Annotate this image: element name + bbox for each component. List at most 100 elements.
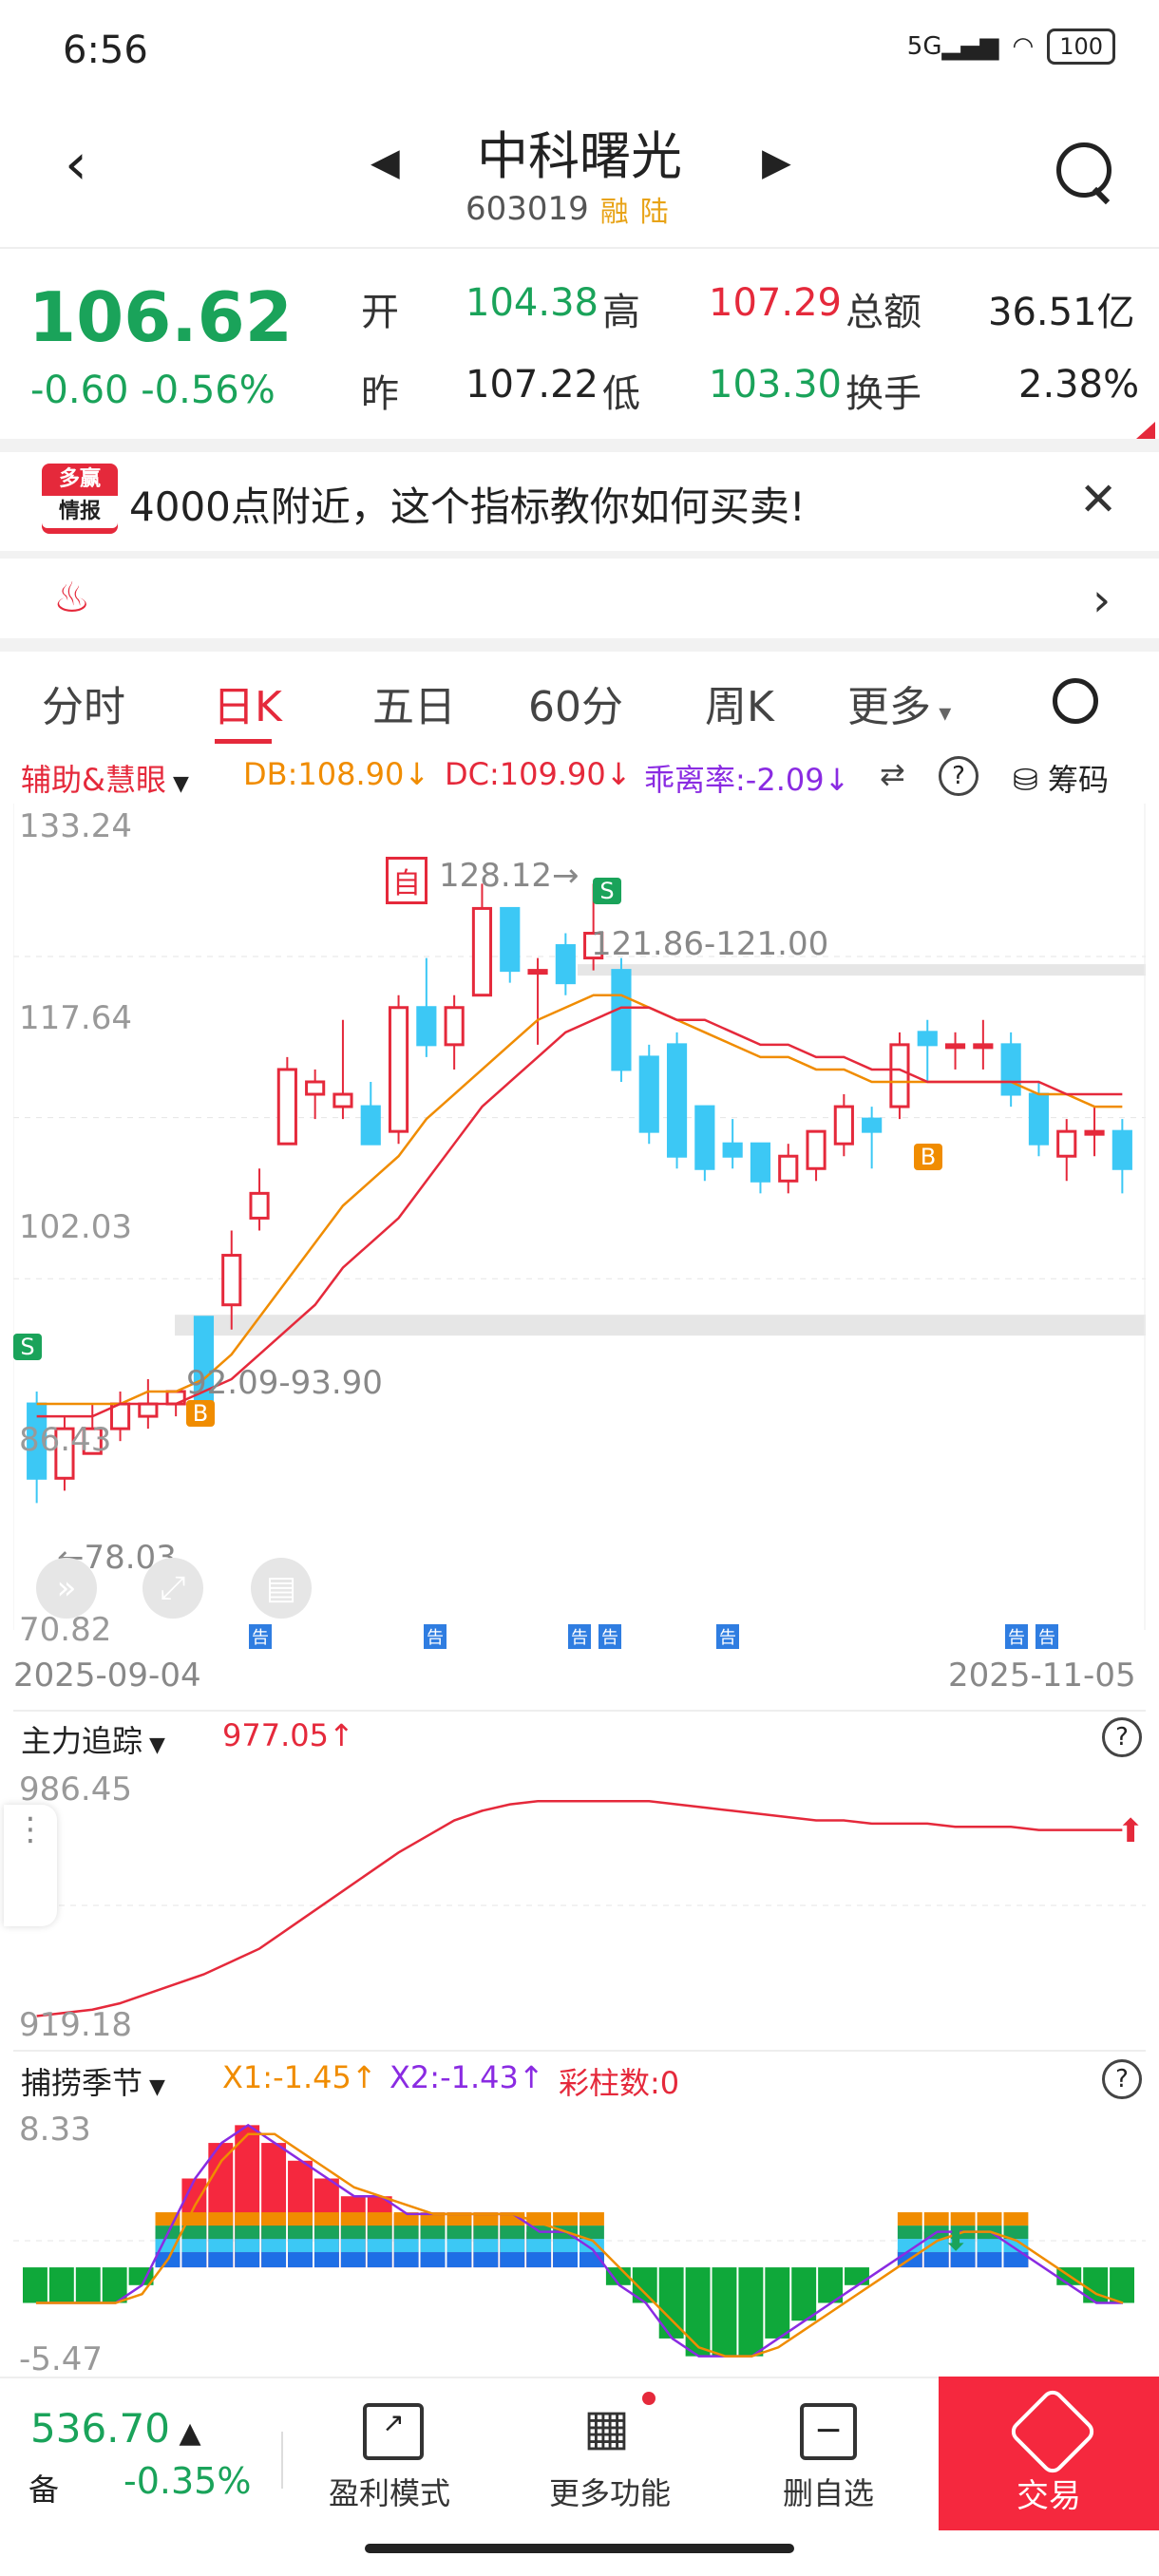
histogram-band bbox=[500, 2239, 525, 2253]
bias-value: 乖离率:-2.09↓ bbox=[644, 762, 850, 798]
candle-body bbox=[471, 906, 493, 997]
sub2-chart[interactable] bbox=[13, 2105, 1146, 2377]
notice-badge[interactable]: 告 bbox=[424, 1624, 446, 1649]
histogram-band bbox=[288, 2252, 313, 2268]
low-label: 低 bbox=[602, 372, 640, 416]
histogram-band bbox=[950, 2212, 976, 2226]
trade-button[interactable] bbox=[939, 2377, 1159, 2530]
fullscreen-icon[interactable]: ⤢ bbox=[142, 1558, 203, 1619]
more-functions-icon[interactable]: ▦ bbox=[583, 2399, 631, 2456]
histogram-band bbox=[526, 2212, 552, 2226]
sub2-indicator-select[interactable]: 捕捞季节 ▼ bbox=[21, 2065, 165, 2101]
tab-60min[interactable]: 60分 bbox=[528, 683, 623, 731]
histogram-band bbox=[473, 2226, 499, 2240]
x1-line bbox=[35, 2132, 1124, 2358]
candle-body bbox=[360, 1105, 381, 1146]
histogram-band bbox=[977, 2252, 1002, 2268]
main-indicator-select[interactable]: 辅助&慧眼 ▼ bbox=[21, 762, 189, 798]
candle-body bbox=[1056, 1129, 1077, 1158]
candle-body bbox=[1028, 1092, 1050, 1146]
tab-weekly-k[interactable]: 周K bbox=[705, 683, 774, 731]
sub1-value: 977.05↑ bbox=[222, 1717, 354, 1753]
high-label: 高 bbox=[602, 291, 640, 334]
histogram-band bbox=[235, 2252, 260, 2268]
tab-more[interactable]: 更多 ▾ bbox=[847, 683, 952, 731]
price-change: -0.60 -0.56% bbox=[30, 369, 276, 412]
side-handle-icon[interactable]: ⋮ bbox=[4, 1805, 57, 1926]
notice-badge[interactable]: 告 bbox=[1005, 1624, 1028, 1649]
candle-body bbox=[944, 1043, 966, 1050]
sub1-y-bottom: 919.18 bbox=[19, 2006, 132, 2044]
search-icon[interactable] bbox=[1056, 142, 1112, 198]
tab-intraday[interactable]: 分时 bbox=[42, 683, 125, 731]
histogram-band bbox=[367, 2239, 392, 2253]
histogram-band bbox=[446, 2252, 472, 2268]
close-icon[interactable]: ✕ bbox=[1079, 473, 1118, 526]
banner-text[interactable]: 4000点附近，这个指标教你如何买卖! bbox=[129, 483, 806, 530]
histogram-band bbox=[367, 2212, 392, 2226]
histogram-band bbox=[526, 2239, 552, 2253]
x2-line bbox=[35, 2123, 1124, 2358]
sub2-lines bbox=[35, 2123, 1124, 2358]
histogram-band bbox=[446, 2239, 472, 2253]
divider bbox=[13, 1710, 1146, 1712]
chips-button[interactable]: ⛁ 筹码 bbox=[1013, 762, 1109, 798]
notice-badge[interactable]: 告 bbox=[716, 1624, 739, 1649]
candle-body bbox=[416, 1006, 437, 1047]
tab-daily-k[interactable]: 日K bbox=[213, 683, 282, 731]
expand-icon[interactable]: » bbox=[36, 1558, 97, 1619]
stock-code: 603019 bbox=[466, 190, 589, 228]
remove-watchlist-button[interactable]: 删自选 bbox=[782, 2475, 874, 2511]
help-icon[interactable]: ? bbox=[1102, 1717, 1142, 1757]
draw-icon[interactable]: ▤ bbox=[251, 1558, 312, 1619]
histogram-band bbox=[580, 2226, 604, 2240]
histogram-band bbox=[446, 2226, 472, 2240]
settings-icon[interactable] bbox=[1053, 678, 1098, 724]
open-value: 104.38 bbox=[466, 281, 598, 325]
histogram-band bbox=[923, 2239, 949, 2253]
profit-model-button[interactable]: 盈利模式 bbox=[328, 2475, 450, 2511]
self-annotation: 自 bbox=[386, 857, 428, 904]
histogram-band bbox=[1003, 2212, 1029, 2226]
candle-body bbox=[750, 1142, 771, 1183]
divider bbox=[281, 2432, 283, 2489]
chevron-right-icon[interactable]: › bbox=[1092, 574, 1112, 627]
histogram-band bbox=[446, 2212, 472, 2226]
notice-badge[interactable]: 告 bbox=[1036, 1624, 1058, 1649]
next-stock-icon[interactable]: ▶ bbox=[762, 141, 791, 184]
swap-icon[interactable]: ⇄ bbox=[880, 756, 905, 792]
divider bbox=[0, 551, 1159, 559]
sub1-chart[interactable] bbox=[13, 1763, 1146, 2048]
notice-badge[interactable]: 告 bbox=[598, 1624, 621, 1649]
histogram-band bbox=[393, 2226, 419, 2240]
histogram-band bbox=[950, 2239, 976, 2253]
histogram-band bbox=[553, 2239, 578, 2253]
histogram-band bbox=[897, 2226, 922, 2240]
kline-chart[interactable] bbox=[13, 804, 1146, 1651]
status-indicators: 5G▂▄▆ ◠ 100 bbox=[907, 28, 1115, 65]
notice-badge[interactable]: 告 bbox=[249, 1624, 272, 1649]
sub1-indicator-select[interactable]: 主力追踪 ▼ bbox=[21, 1723, 165, 1759]
y-axis-label: 102.03 bbox=[19, 1208, 132, 1246]
profit-model-icon[interactable]: ↗ bbox=[363, 2403, 424, 2460]
index-value[interactable]: 536.70 ▲ bbox=[30, 2405, 201, 2452]
back-icon[interactable]: ‹ bbox=[65, 131, 87, 198]
help-icon[interactable]: ? bbox=[939, 756, 978, 796]
candle-body bbox=[917, 1031, 938, 1047]
sell-signal-icon: S bbox=[13, 1334, 42, 1360]
histogram-band bbox=[473, 2252, 499, 2268]
histogram-bar bbox=[75, 2267, 101, 2303]
tab-five-day[interactable]: 五日 bbox=[372, 683, 456, 731]
histogram-band bbox=[977, 2239, 1002, 2253]
prev-stock-icon[interactable]: ◀ bbox=[370, 141, 400, 184]
histogram-band bbox=[288, 2212, 313, 2226]
histogram-band bbox=[580, 2239, 604, 2253]
notice-badge[interactable]: 告 bbox=[568, 1624, 591, 1649]
help-icon[interactable]: ? bbox=[1102, 2059, 1142, 2099]
more-functions-button[interactable]: 更多功能 bbox=[548, 2475, 671, 2511]
histogram-band bbox=[261, 2226, 287, 2240]
remove-watchlist-icon[interactable]: − bbox=[800, 2403, 857, 2460]
down-arrow-icon: ⬇ bbox=[942, 2221, 970, 2259]
kline-grid bbox=[13, 804, 1146, 1630]
histogram-bar bbox=[845, 2267, 869, 2285]
